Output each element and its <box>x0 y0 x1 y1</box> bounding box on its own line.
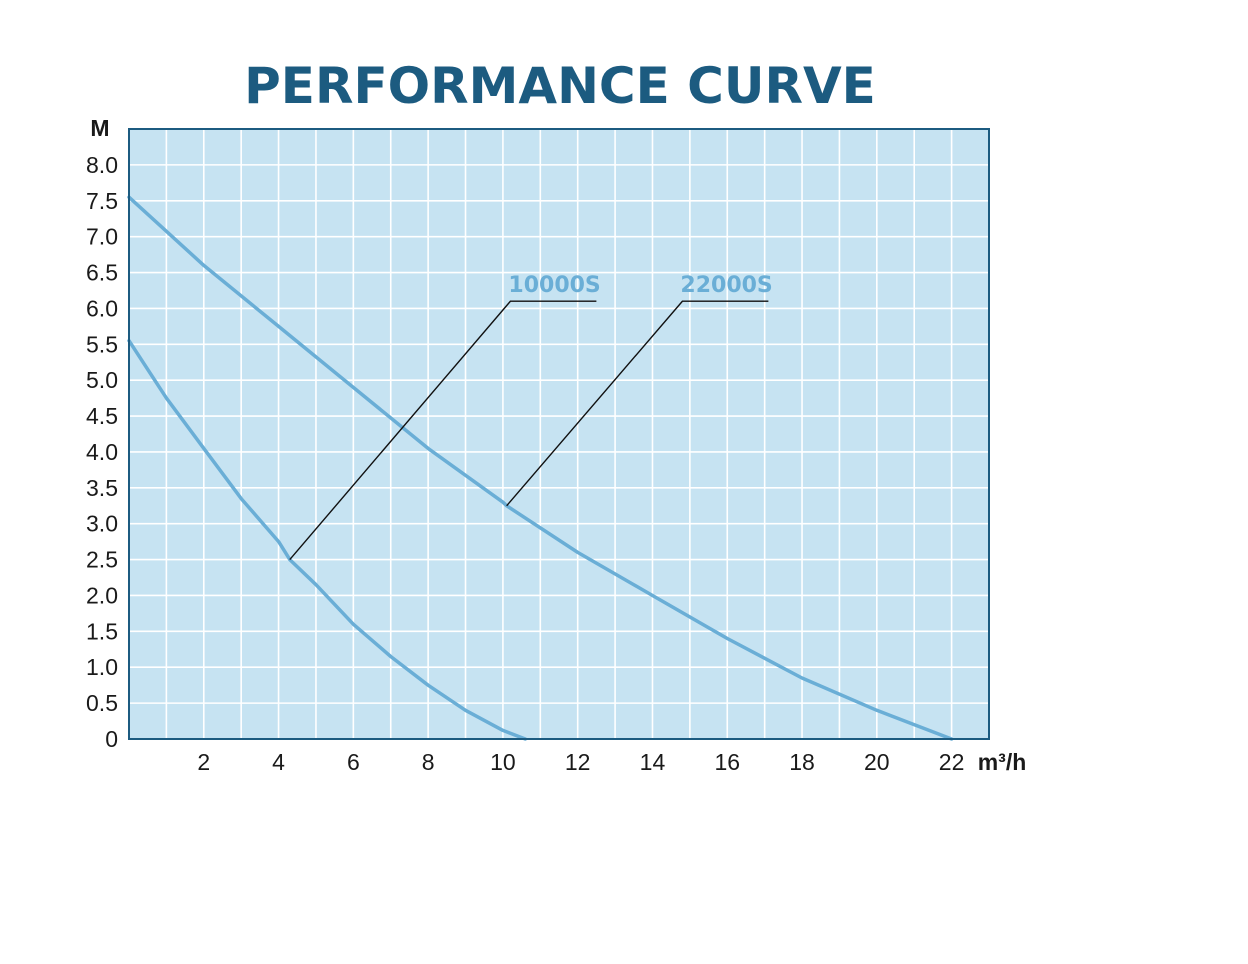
plot-area <box>129 129 989 739</box>
y-tick-label: 6.5 <box>86 260 118 286</box>
data-point-10000S <box>314 583 318 587</box>
series-label-10000S: 10000S <box>508 273 600 298</box>
y-tick-label: 2.5 <box>86 547 118 573</box>
y-tick-label: 1.0 <box>86 654 118 680</box>
data-point-22000S <box>725 637 729 641</box>
x-tick-label: 6 <box>347 749 360 775</box>
y-tick-label: 8.0 <box>86 152 118 178</box>
y-tick-label: 0.5 <box>86 690 118 716</box>
data-point-10000S <box>501 728 505 732</box>
data-point-22000S <box>576 550 580 554</box>
x-tick-label: 12 <box>565 749 591 775</box>
series-label-22000S: 22000S <box>680 273 772 298</box>
x-tick-label: 10 <box>490 749 516 775</box>
y-tick-label: 5.0 <box>86 367 118 393</box>
data-point-10000S <box>239 497 243 501</box>
data-point-22000S <box>800 676 804 680</box>
annotations: 10000S 22000S <box>289 273 773 561</box>
x-tick-label: 16 <box>714 749 740 775</box>
x-tick-label: 4 <box>272 749 285 775</box>
axes: 0 0.5 1.0 1.5 2.0 2.5 3.0 3.5 4.0 4.5 5.0 5.5 6.0 6.5… <box>86 152 964 775</box>
x-tick-label: 20 <box>864 749 890 775</box>
data-point-10000S <box>426 683 430 687</box>
y-tick-label: 7.5 <box>86 188 118 214</box>
data-point-10000S <box>202 446 206 450</box>
chart-title: PERFORMANCE CURVE <box>244 57 876 115</box>
y-tick-label: 3.0 <box>86 511 118 537</box>
y-axis-label: M <box>90 115 109 141</box>
y-tick-label: 5.5 <box>86 331 118 357</box>
data-point-22000S <box>650 593 654 597</box>
x-tick-label: 14 <box>640 749 666 775</box>
x-tick-label: 8 <box>422 749 435 775</box>
y-tick-label: 0 <box>105 726 118 752</box>
y-tick-label: 1.5 <box>86 618 118 644</box>
grid <box>129 129 989 739</box>
x-tick-label: 22 <box>939 749 965 775</box>
data-point-10000S <box>464 708 468 712</box>
data-point-10000S <box>389 654 393 658</box>
data-point-22000S <box>875 708 879 712</box>
plot-frame <box>128 128 990 740</box>
x-axis-label: m³/h <box>978 749 1027 775</box>
data-point-22000S <box>202 263 206 267</box>
y-tick-label: 4.5 <box>86 403 118 429</box>
data-point-22000S <box>277 324 281 328</box>
data-point-22000S <box>351 385 355 389</box>
leader-line-10000S <box>289 300 597 561</box>
data-point-10000S <box>277 540 281 544</box>
data-point-10000S <box>164 396 168 400</box>
y-tick-label: 6.0 <box>86 295 118 321</box>
y-tick-label: 3.5 <box>86 475 118 501</box>
data-point-22000S <box>426 446 430 450</box>
x-tick-label: 2 <box>197 749 210 775</box>
data-point-10000S <box>351 622 355 626</box>
y-tick-label: 2.0 <box>86 582 118 608</box>
y-tick-label: 4.0 <box>86 439 118 465</box>
leader-line-22000S <box>506 300 769 507</box>
y-tick-label: 7.0 <box>86 224 118 250</box>
x-tick-label: 18 <box>789 749 815 775</box>
data-point-22000S <box>501 500 505 504</box>
